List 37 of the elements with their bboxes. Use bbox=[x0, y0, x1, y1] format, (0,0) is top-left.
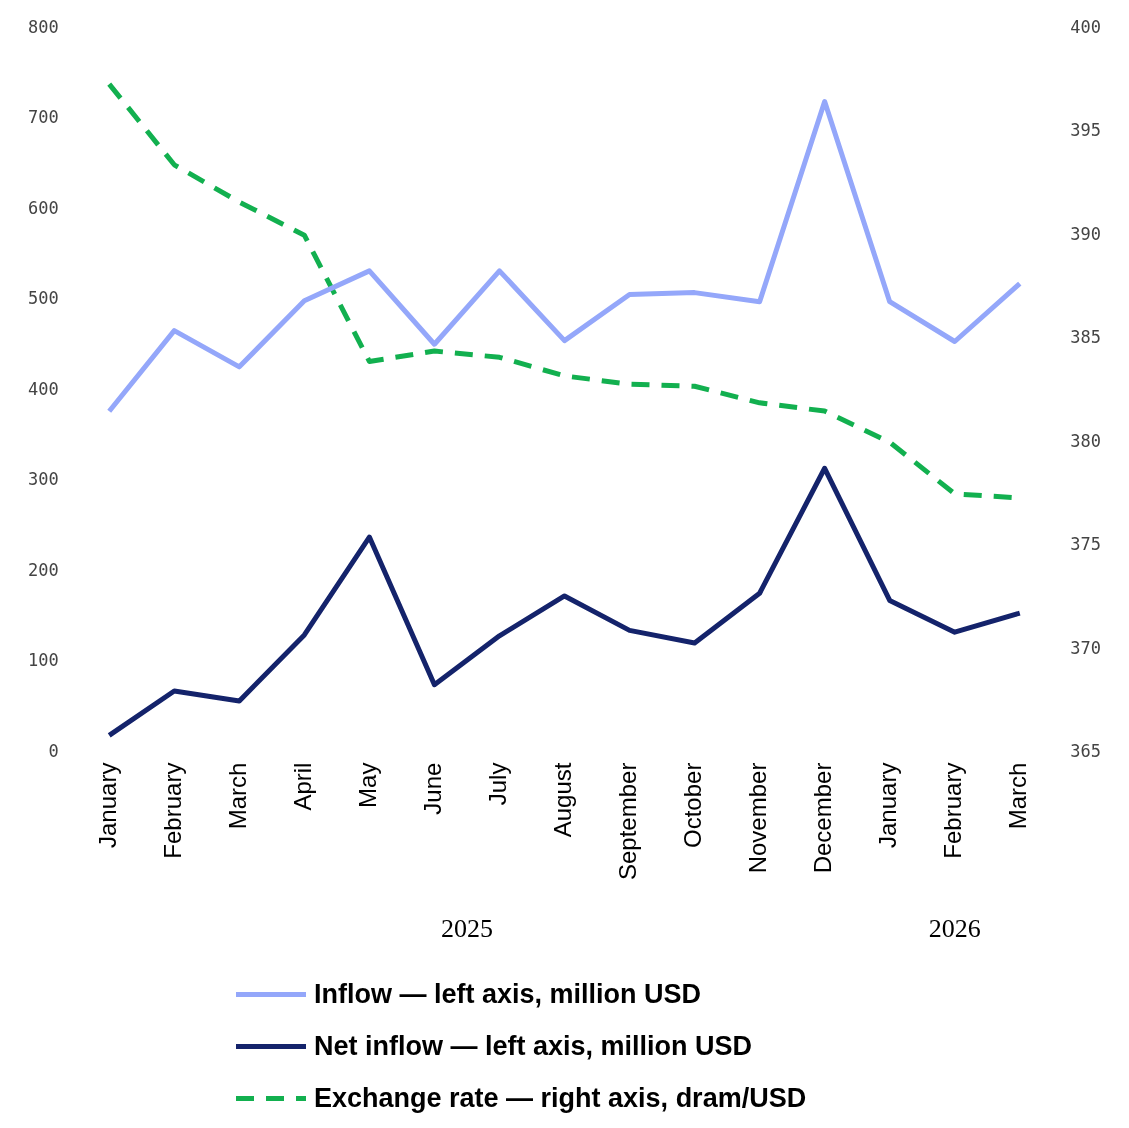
x-tick-label: August bbox=[549, 762, 577, 838]
y-tick-label: 600 bbox=[27, 197, 59, 218]
y2-tick-label: 365 bbox=[1070, 741, 1102, 762]
legend-label: Exchange rate — right axis, dram/USD bbox=[314, 1082, 807, 1114]
x-tick-label: November bbox=[744, 762, 772, 874]
x-tick-label: December bbox=[809, 762, 837, 874]
x-tick-label: March bbox=[1004, 762, 1032, 830]
x-tick-label: February bbox=[939, 762, 967, 859]
y-tick-label: 0 bbox=[48, 741, 59, 762]
y-tick-label: 700 bbox=[27, 107, 59, 128]
y-tick-label: 800 bbox=[27, 16, 59, 37]
x-tick-label: June bbox=[419, 762, 447, 815]
x-tick-label: September bbox=[614, 762, 642, 881]
y-tick-label: 400 bbox=[27, 378, 59, 399]
x-tick-label: January bbox=[93, 762, 121, 848]
y2-tick-label: 375 bbox=[1070, 534, 1102, 555]
x-tick-label: May bbox=[354, 762, 382, 808]
y2-tick-label: 395 bbox=[1070, 120, 1102, 141]
x-tick-label: March bbox=[223, 762, 251, 830]
y2-tick-label: 380 bbox=[1070, 430, 1102, 451]
text: 2025 bbox=[440, 914, 493, 943]
x-tick-label: July bbox=[484, 762, 512, 806]
legend-label: Inflow — left axis, million USD bbox=[314, 978, 702, 1010]
y-tick-label: 500 bbox=[27, 288, 59, 309]
x-tick-label: April bbox=[288, 762, 316, 811]
y-tick-label: 200 bbox=[27, 559, 59, 580]
x-tick-label: January bbox=[874, 762, 902, 848]
legend-label: Net inflow — left axis, million USD bbox=[314, 1030, 753, 1062]
y2-tick-label: 390 bbox=[1070, 223, 1102, 244]
y-tick-label: 100 bbox=[27, 650, 59, 671]
x-tick-label: February bbox=[158, 762, 186, 859]
y-tick-label: 300 bbox=[27, 469, 59, 490]
y2-tick-label: 385 bbox=[1070, 327, 1102, 348]
y2-tick-label: 400 bbox=[1070, 16, 1102, 37]
x-tick-label: October bbox=[679, 762, 707, 848]
y2-tick-label: 370 bbox=[1070, 637, 1102, 658]
text: 2026 bbox=[928, 914, 981, 943]
